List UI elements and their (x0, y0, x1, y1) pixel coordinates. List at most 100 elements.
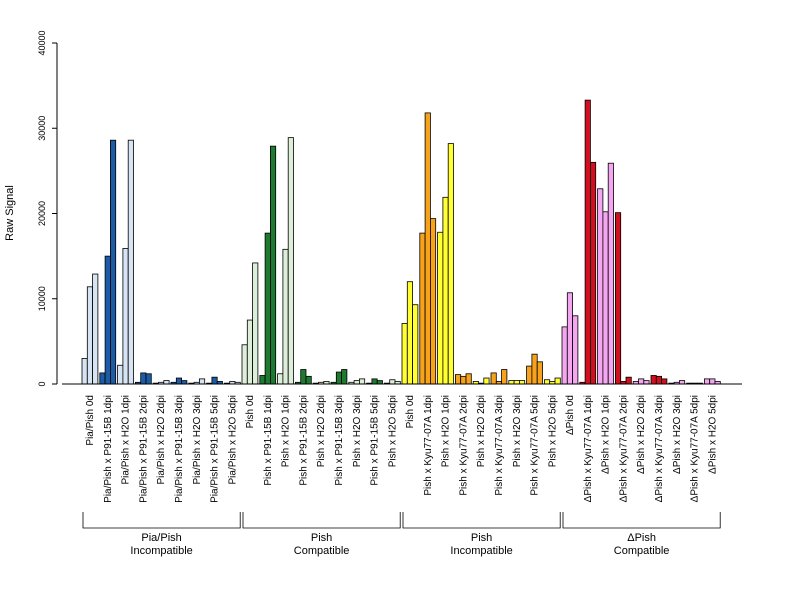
group-label: Compatible (294, 545, 350, 557)
bar (513, 380, 520, 385)
bar (442, 196, 449, 385)
bar (335, 371, 342, 385)
x-tick-label: Pia/Pish x H2O 3dpi (192, 395, 203, 485)
bar (282, 248, 289, 385)
bar (198, 378, 206, 385)
bar (519, 380, 526, 385)
group-label: Pish (311, 532, 332, 544)
bar (638, 378, 645, 385)
bar (99, 372, 106, 385)
x-tick-label: ΔPish x Kyu77-07A 3dpi (654, 395, 665, 502)
x-tick-label: Pish 0d (405, 395, 416, 428)
x-tick-label: Pish x H2O 1dpi (441, 395, 452, 467)
bar (460, 375, 467, 385)
bar (287, 137, 294, 385)
bar (709, 378, 716, 385)
bar (607, 162, 614, 385)
bar (412, 304, 419, 385)
x-tick-label: Pish x H2O 3dpi (352, 395, 363, 467)
x-tick-label: Pia/Pish x H2O 2dpi (156, 395, 167, 485)
x-tick-label: ΔPish 0d (565, 395, 576, 435)
bar (175, 377, 183, 385)
x-tick-label: Pia/Pish x P91-15B 3dpi (174, 395, 185, 503)
bar (419, 232, 426, 385)
x-tick-label: ΔPish x H2O 1dpi (601, 395, 612, 474)
x-tick-label: Pish x H2O 5dpi (387, 395, 398, 467)
bar (376, 380, 383, 385)
bar (81, 358, 88, 385)
bar (259, 375, 266, 385)
bar (661, 378, 668, 385)
x-tick-labels: Pia/Pish 0d Pia/Pish x P91-15B 1dpi Pia/Pi… (85, 395, 718, 503)
bar (424, 112, 431, 385)
bar (490, 372, 497, 385)
bar (246, 319, 254, 385)
y-tick-label: 10000 (37, 286, 47, 311)
bar (561, 326, 568, 385)
bar (501, 369, 508, 385)
bar (572, 315, 579, 385)
bar (531, 353, 538, 385)
bar (401, 323, 408, 385)
bar (602, 211, 609, 385)
x-tick-label: Pish x P91-15B 3dpi (334, 395, 345, 486)
bar (554, 377, 561, 385)
bar (389, 379, 396, 385)
group-label: Incompatible (450, 545, 512, 557)
bars (81, 99, 721, 385)
x-tick-label: Pish x H2O 5dpi (547, 395, 558, 467)
bar (454, 374, 462, 385)
bar (241, 344, 248, 385)
bar (526, 365, 533, 385)
group-label: ΔPish (627, 532, 656, 544)
bar (590, 161, 597, 385)
x-tick-label: ΔPish x Kyu77-07A 5dpi (690, 395, 701, 502)
bar (650, 375, 657, 385)
x-tick-label: Pia/Pish x P91-15B 2dpi (138, 395, 149, 503)
x-tick-label: ΔPish x Kyu77-07A 1dpi (583, 395, 594, 502)
x-tick-label: Pish x Kyu77-07A 5dpi (530, 395, 541, 496)
x-tick-label: Pish 0d (245, 395, 256, 428)
bar (406, 281, 413, 385)
bar (122, 248, 129, 385)
group-bracket (82, 512, 241, 529)
bar (615, 212, 622, 385)
bar (104, 255, 111, 385)
bar (127, 139, 134, 385)
y-axis-label: Raw Signal (4, 185, 16, 241)
bar (437, 231, 444, 385)
group-bracket (242, 512, 401, 529)
bar (211, 376, 218, 385)
bar (117, 364, 124, 385)
x-tick-label: Pish x Kyu77-07A 1dpi (423, 395, 434, 496)
bar (86, 286, 94, 385)
group-label: Compatible (614, 545, 670, 557)
bar (429, 218, 437, 385)
bar (483, 377, 490, 385)
bar (341, 369, 348, 385)
bar (353, 380, 360, 385)
bar (181, 380, 188, 385)
bar (252, 262, 259, 385)
bar (643, 380, 650, 385)
group-bracket (402, 512, 561, 529)
x-tick-label: Pia/Pish 0d (85, 395, 96, 446)
bar (597, 188, 604, 385)
bar (163, 380, 170, 385)
bar (508, 380, 515, 385)
bar (145, 373, 152, 385)
bar (371, 378, 378, 385)
group-label: Pia/Pish (141, 532, 181, 544)
x-tick-label: ΔPish x H2O 2dpi (636, 395, 647, 474)
x-tick-label: ΔPish x H2O 3dpi (672, 395, 683, 474)
y-tick-label: 0 (37, 381, 47, 386)
x-tick-label: Pish x P91-15B 2dpi (298, 395, 309, 486)
bar (358, 378, 366, 385)
group-label: Pish (471, 532, 492, 544)
y-tick-label: 20000 (37, 201, 47, 226)
bar (300, 369, 307, 385)
bar (704, 378, 711, 385)
bar (277, 373, 284, 385)
y-axis: 0 10000 20000 30000 40000 (37, 30, 58, 387)
bar (566, 292, 573, 385)
